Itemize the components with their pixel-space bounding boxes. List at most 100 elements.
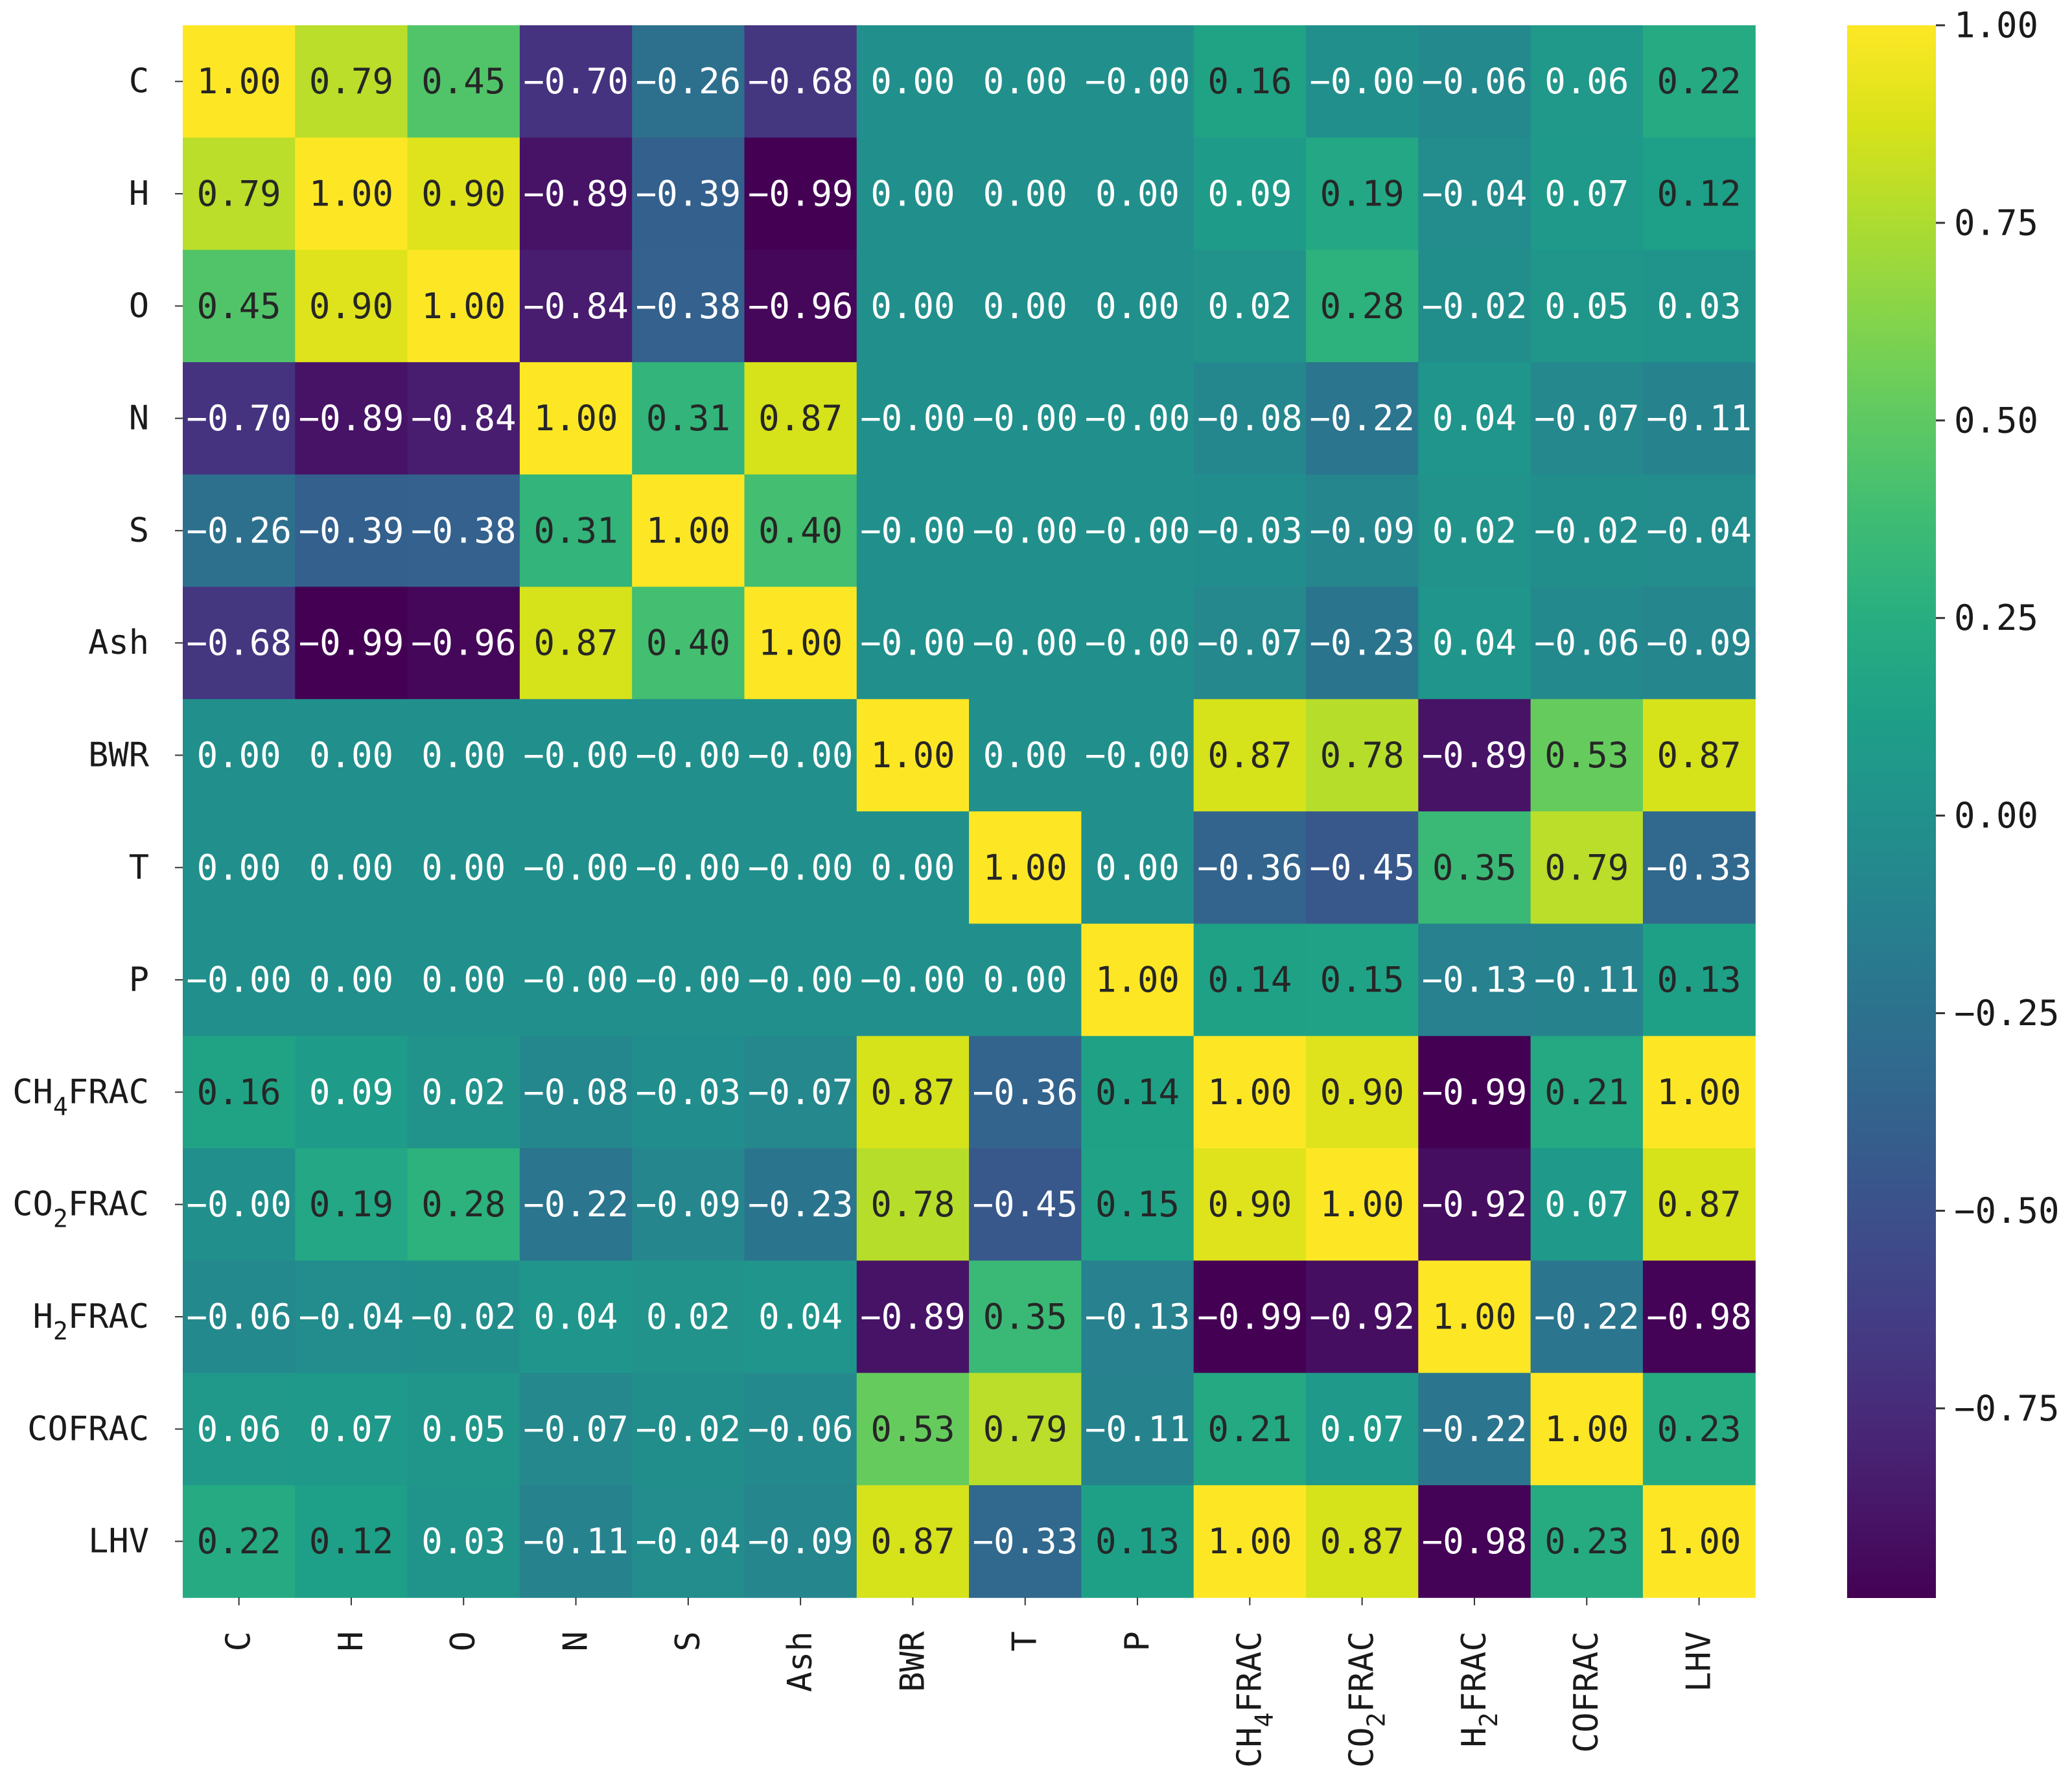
- heatmap-cell: [1081, 474, 1194, 588]
- heatmap-cell: [183, 923, 296, 1037]
- cell-value-label: 1.00: [646, 510, 730, 551]
- heatmap-cell: [1306, 1036, 1419, 1149]
- heatmap-cell: [1081, 137, 1194, 251]
- cell-value-label: −0.99: [1197, 1296, 1303, 1337]
- colorbar-gradient: [1847, 25, 1936, 1598]
- cell-value-label: 0.90: [1207, 1184, 1292, 1225]
- heatmap-cell: [295, 1148, 408, 1261]
- heatmap-cell: [519, 249, 633, 363]
- cell-value-label: 0.00: [421, 735, 506, 776]
- cell-value-label: −0.07: [1197, 623, 1303, 664]
- heatmap-cell: [1642, 586, 1756, 700]
- heatmap-cell: [856, 362, 970, 475]
- heatmap-cell: [856, 249, 970, 363]
- heatmap-cell: [744, 699, 857, 812]
- heatmap-cell: [519, 25, 633, 138]
- heatmap-cell: [744, 474, 857, 588]
- heatmap-cell: [1306, 1485, 1419, 1598]
- x-tick-label: H: [332, 1631, 371, 1651]
- cell-value-label: −0.00: [1085, 623, 1191, 664]
- cell-value-label: 0.53: [1544, 735, 1629, 776]
- heatmap-cell: [1306, 811, 1419, 924]
- x-tick-label: P: [1118, 1631, 1157, 1651]
- cell-value-label: 0.90: [1320, 1072, 1404, 1113]
- heatmap-cell: [183, 1373, 296, 1486]
- heatmap-cell: [1081, 923, 1194, 1037]
- x-axis-labels: C H O N S Ash BWR T P CH4FRAC CO2FRAC H2FRAC COFRAC L…: [220, 1597, 1719, 1768]
- cell-value-label: −0.03: [1197, 510, 1303, 551]
- cell-value-label: 0.09: [1207, 173, 1292, 214]
- heatmap-cell: [1642, 1260, 1756, 1374]
- x-tick-label: COFRAC: [1567, 1631, 1606, 1753]
- cell-value-label: 0.28: [1320, 286, 1404, 327]
- heatmap-cell: [1642, 811, 1756, 924]
- cell-value-label: 0.13: [1095, 1521, 1180, 1562]
- heatmap-cell: [969, 923, 1082, 1037]
- cell-value-label: −0.22: [1309, 398, 1415, 439]
- cell-value-label: 0.53: [870, 1409, 955, 1450]
- y-tick-label: O: [129, 286, 149, 325]
- cell-value-label: 0.00: [870, 847, 955, 888]
- cell-value-label: 0.87: [534, 623, 618, 664]
- cell-value-label: −0.22: [523, 1184, 629, 1225]
- heatmap-cell: [1642, 137, 1756, 251]
- heatmap-cell: [1418, 474, 1531, 588]
- heatmap-cell: [856, 1373, 970, 1486]
- colorbar-tick-label: −0.25: [1954, 993, 2060, 1034]
- cell-value-label: 0.06: [197, 1409, 281, 1450]
- cell-value-label: 0.87: [1320, 1521, 1404, 1562]
- cell-value-label: −0.11: [1085, 1409, 1191, 1450]
- heatmap-cell: [1530, 474, 1644, 588]
- colorbar-ticks: 1.00 0.75 0.50 0.25 0.00 −0.25 −0.50 −0.75: [1936, 5, 2060, 1429]
- heatmap-cell: [1193, 137, 1307, 251]
- cell-value-label: −0.00: [748, 847, 854, 888]
- cell-value-label: −0.33: [972, 1521, 1078, 1562]
- cell-value-label: 0.23: [1657, 1409, 1741, 1450]
- heatmap-cell: [1306, 923, 1419, 1037]
- heatmap-cell: [1642, 362, 1756, 475]
- cell-value-label: 0.05: [421, 1409, 506, 1450]
- cell-value-label: 0.04: [1432, 398, 1517, 439]
- cell-value-label: −0.36: [1197, 847, 1303, 888]
- cell-value-label: −0.99: [748, 173, 854, 214]
- heatmap-cell: [295, 249, 408, 363]
- cell-value-label: 0.40: [646, 623, 730, 664]
- cell-value-label: −0.96: [748, 286, 854, 327]
- cell-value-label: 0.00: [870, 61, 955, 102]
- cell-value-label: 0.15: [1320, 960, 1404, 1001]
- cell-value-label: −0.99: [299, 623, 404, 664]
- heatmap-cell: [295, 137, 408, 251]
- cell-value-label: 0.28: [421, 1184, 506, 1225]
- heatmap-cell: [1530, 811, 1644, 924]
- cell-value-label: 0.00: [421, 960, 506, 1001]
- cell-value-label: −0.26: [186, 510, 292, 551]
- cell-value-label: 1.00: [197, 61, 281, 102]
- y-tick-label: S: [129, 511, 149, 550]
- cell-value-label: −0.09: [1309, 510, 1415, 551]
- heatmap-cell: [1642, 699, 1756, 812]
- cell-value-label: −0.00: [1085, 510, 1191, 551]
- cell-value-label: −0.11: [1646, 398, 1752, 439]
- heatmap-cell: [632, 1373, 745, 1486]
- cell-value-label: −0.33: [1646, 847, 1752, 888]
- heatmap-cell: [183, 586, 296, 700]
- cell-value-label: −0.89: [1422, 735, 1528, 776]
- heatmap-cell: [1081, 1036, 1194, 1149]
- heatmap-cell: [969, 1260, 1082, 1374]
- cell-value-label: −0.07: [1534, 398, 1640, 439]
- y-tick-label: LHV: [88, 1522, 149, 1561]
- heatmap-cell: [1193, 699, 1307, 812]
- cell-value-label: −0.00: [523, 960, 629, 1001]
- x-tick-label: LHV: [1680, 1631, 1719, 1692]
- cell-value-label: −0.89: [299, 398, 404, 439]
- heatmap-cell: [1642, 474, 1756, 588]
- cell-value-label: −0.02: [1422, 286, 1528, 327]
- heatmap-cell: [183, 699, 296, 812]
- heatmap-cell: [1306, 1148, 1419, 1261]
- heatmap-cell: [1418, 811, 1531, 924]
- heatmap-cell: [856, 1260, 970, 1374]
- cell-value-label: 0.00: [197, 735, 281, 776]
- cell-value-label: 0.79: [983, 1409, 1067, 1450]
- cell-value-label: 0.04: [534, 1296, 618, 1337]
- heatmap-cell: [407, 1373, 520, 1486]
